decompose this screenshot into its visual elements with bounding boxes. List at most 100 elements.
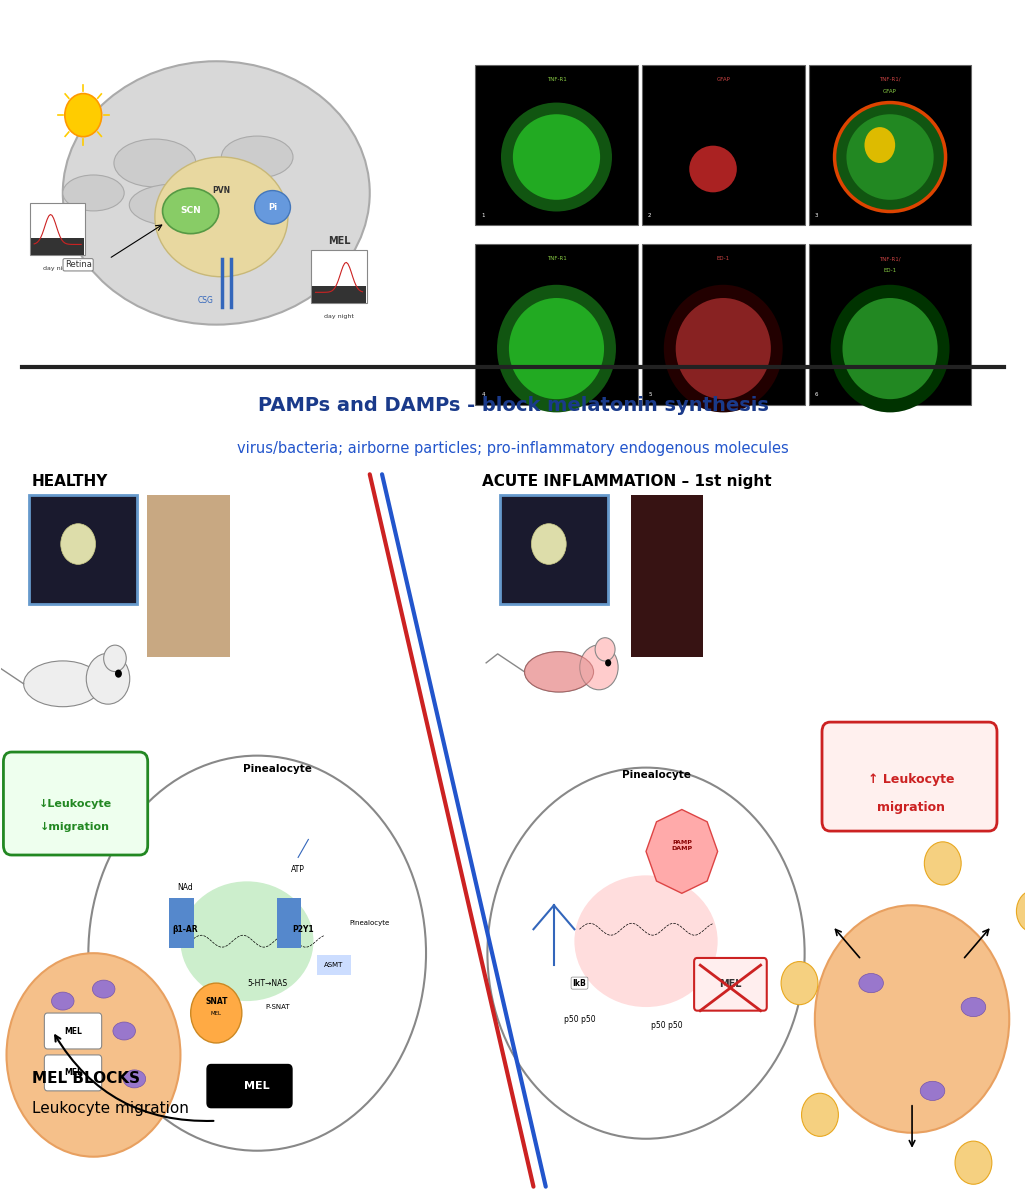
Text: ASMT: ASMT	[324, 962, 344, 968]
FancyBboxPatch shape	[207, 1064, 292, 1108]
Text: Retina: Retina	[65, 260, 91, 269]
Text: Pinealocyte: Pinealocyte	[622, 769, 690, 780]
Text: SNAT: SNAT	[205, 996, 228, 1006]
FancyBboxPatch shape	[642, 65, 804, 226]
Circle shape	[580, 644, 618, 690]
Text: ATP: ATP	[291, 865, 305, 874]
Text: ED-1: ED-1	[717, 257, 729, 262]
FancyBboxPatch shape	[188, 898, 194, 948]
Text: 1: 1	[481, 212, 484, 218]
Ellipse shape	[181, 881, 314, 1001]
Text: TNF-R1: TNF-R1	[547, 257, 566, 262]
Ellipse shape	[123, 1070, 146, 1088]
Text: IkB: IkB	[573, 979, 587, 988]
Circle shape	[781, 961, 818, 1004]
FancyBboxPatch shape	[29, 494, 137, 604]
Text: ↓Leukocyte: ↓Leukocyte	[39, 798, 112, 809]
Ellipse shape	[63, 61, 369, 325]
Circle shape	[924, 842, 961, 884]
Ellipse shape	[575, 875, 717, 1007]
Ellipse shape	[831, 284, 949, 413]
FancyBboxPatch shape	[631, 494, 703, 658]
Ellipse shape	[155, 157, 288, 277]
Ellipse shape	[513, 114, 600, 200]
Ellipse shape	[524, 652, 594, 692]
Circle shape	[1017, 889, 1026, 932]
Circle shape	[104, 646, 126, 672]
FancyBboxPatch shape	[30, 203, 85, 256]
Ellipse shape	[501, 102, 611, 211]
Circle shape	[115, 670, 122, 678]
Text: day night: day night	[324, 313, 354, 319]
Text: MEL: MEL	[210, 1010, 222, 1015]
Ellipse shape	[63, 175, 124, 211]
Text: GFAP: GFAP	[716, 77, 731, 82]
FancyBboxPatch shape	[289, 898, 295, 948]
Ellipse shape	[254, 191, 290, 224]
FancyBboxPatch shape	[175, 898, 182, 948]
Text: CSG: CSG	[198, 296, 214, 305]
FancyBboxPatch shape	[822, 722, 997, 832]
FancyBboxPatch shape	[295, 898, 302, 948]
FancyBboxPatch shape	[147, 494, 230, 658]
Circle shape	[955, 1141, 992, 1184]
Circle shape	[605, 659, 611, 666]
Text: NAd: NAd	[177, 883, 194, 892]
Text: p50 p50: p50 p50	[563, 1014, 595, 1024]
Text: β1-AR: β1-AR	[172, 925, 198, 934]
Text: HEALTHY: HEALTHY	[32, 474, 109, 490]
Ellipse shape	[129, 184, 222, 226]
Circle shape	[487, 768, 804, 1139]
Text: GFAP: GFAP	[883, 89, 897, 94]
Text: TNF-R1: TNF-R1	[547, 77, 566, 82]
Text: MEL: MEL	[64, 1026, 82, 1036]
Text: Leukocyte migration: Leukocyte migration	[32, 1102, 189, 1116]
Ellipse shape	[509, 298, 604, 400]
Ellipse shape	[689, 145, 737, 192]
Circle shape	[865, 127, 895, 163]
Circle shape	[191, 983, 242, 1043]
FancyBboxPatch shape	[695, 958, 766, 1010]
Text: SCN: SCN	[181, 206, 201, 216]
Text: ↑ Leukocyte: ↑ Leukocyte	[868, 773, 954, 786]
Ellipse shape	[162, 188, 219, 234]
FancyBboxPatch shape	[182, 898, 188, 948]
Circle shape	[595, 637, 615, 661]
Circle shape	[61, 523, 95, 564]
FancyBboxPatch shape	[475, 65, 638, 226]
Text: MEL: MEL	[718, 979, 741, 989]
Ellipse shape	[920, 1081, 945, 1100]
Text: 6: 6	[815, 392, 819, 397]
Ellipse shape	[497, 284, 616, 413]
Text: PAMPs and DAMPs - block melatonin synthesis: PAMPs and DAMPs - block melatonin synthe…	[258, 396, 768, 415]
Ellipse shape	[24, 661, 102, 707]
Circle shape	[815, 905, 1010, 1133]
Circle shape	[86, 653, 129, 704]
FancyBboxPatch shape	[44, 1013, 102, 1049]
Text: p50 p50: p50 p50	[650, 1020, 682, 1030]
Text: P-SNAT: P-SNAT	[266, 1004, 290, 1010]
Ellipse shape	[961, 997, 986, 1016]
Circle shape	[801, 1093, 838, 1136]
FancyBboxPatch shape	[283, 898, 289, 948]
Text: MEL: MEL	[64, 1068, 82, 1078]
Text: MEL: MEL	[244, 1081, 270, 1091]
Ellipse shape	[51, 992, 74, 1010]
Text: PVN: PVN	[212, 186, 231, 196]
Text: MEL: MEL	[327, 236, 350, 246]
Circle shape	[531, 523, 566, 564]
Text: MEL BLOCKS: MEL BLOCKS	[32, 1072, 141, 1086]
Text: 4: 4	[481, 392, 484, 397]
FancyBboxPatch shape	[312, 251, 366, 304]
Ellipse shape	[524, 652, 594, 692]
Ellipse shape	[222, 136, 293, 178]
Text: day night: day night	[43, 266, 73, 271]
Text: PAMP
DAMP: PAMP DAMP	[671, 840, 693, 851]
Text: 5-HT→NAS: 5-HT→NAS	[247, 979, 287, 988]
Ellipse shape	[92, 980, 115, 998]
Text: ED-1: ED-1	[883, 269, 897, 274]
Text: 3: 3	[815, 212, 819, 218]
Text: 2: 2	[648, 212, 652, 218]
FancyBboxPatch shape	[44, 1055, 102, 1091]
Text: TNF-R1/: TNF-R1/	[879, 257, 901, 262]
